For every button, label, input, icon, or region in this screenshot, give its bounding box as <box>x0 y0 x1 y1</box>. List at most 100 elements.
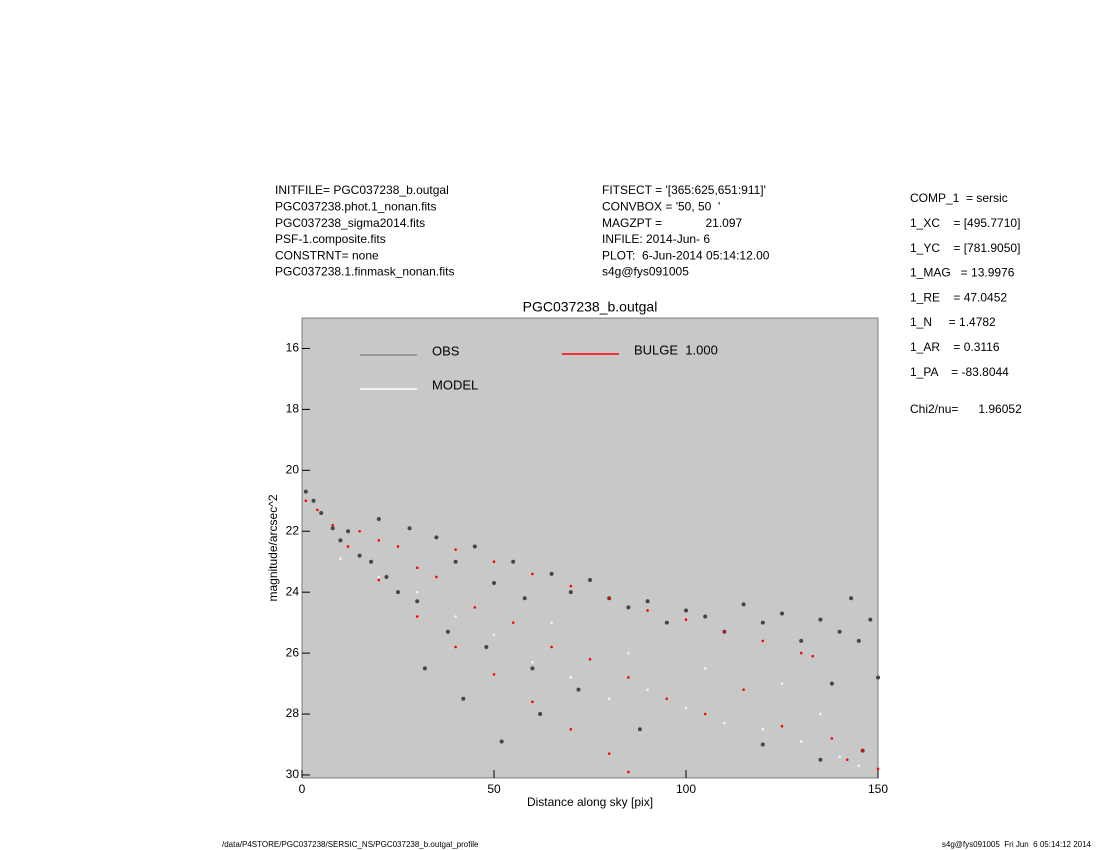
data-point <box>799 638 804 643</box>
data-point <box>568 590 573 595</box>
y-tick-label: 20 <box>286 462 300 476</box>
data-point <box>330 526 335 531</box>
data-point <box>576 687 581 692</box>
chart-title: PGC037238_b.outgal <box>523 299 658 315</box>
data-point <box>849 596 854 601</box>
data-point <box>511 559 516 564</box>
fit-summary: Chi2/nu= 1.96052 <box>910 402 1022 416</box>
data-point <box>627 770 630 774</box>
fit-param: 1_XC = [495.7710] <box>910 216 1020 230</box>
data-point <box>538 712 543 717</box>
data-point <box>511 621 515 624</box>
data-point <box>780 724 784 728</box>
data-point <box>492 673 496 676</box>
data-point <box>876 767 880 771</box>
data-point <box>684 706 688 710</box>
data-point <box>845 758 849 762</box>
data-point <box>684 618 688 621</box>
legend-label: OBS <box>432 343 460 358</box>
footer-right: s4g@fys091005 Fri Jun 6 05:14:12 2014 <box>942 840 1092 849</box>
data-point <box>499 739 504 744</box>
plot-area <box>301 317 879 779</box>
info-line: MAGZPT = 21.097 <box>602 216 742 230</box>
data-point <box>357 553 362 558</box>
y-tick-label: 28 <box>286 706 300 720</box>
data-point <box>415 615 419 618</box>
info-line: CONSTRNT= none <box>275 248 379 262</box>
data-point <box>646 688 649 691</box>
data-point <box>780 611 784 616</box>
data-point <box>346 545 350 548</box>
info-line: INFILE: 2014-Jun- 6 <box>602 232 710 246</box>
data-point <box>377 539 381 542</box>
data-point <box>742 688 745 691</box>
data-point <box>346 529 351 534</box>
data-point <box>626 605 631 610</box>
data-point <box>376 517 381 522</box>
data-point <box>868 617 873 622</box>
data-point <box>818 617 823 622</box>
data-point <box>761 639 765 643</box>
data-point <box>522 596 527 601</box>
data-point <box>492 581 496 586</box>
data-point <box>415 590 419 594</box>
data-point <box>407 526 412 531</box>
data-point <box>819 712 822 716</box>
data-point <box>829 681 834 686</box>
data-point <box>799 651 803 655</box>
data-point <box>549 571 554 576</box>
data-point <box>461 696 466 701</box>
info-line: PSF-1.composite.fits <box>275 232 386 246</box>
data-point <box>415 599 420 604</box>
info-line: s4g@fys091005 <box>602 265 689 279</box>
info-line: FITSECT = '[365:625,651:911]' <box>602 183 766 197</box>
fit-param: 1_YC = [781.9050] <box>910 241 1020 255</box>
data-point <box>484 645 489 650</box>
x-tick-label: 100 <box>676 782 696 796</box>
data-point <box>369 559 374 564</box>
data-point <box>303 489 308 494</box>
data-point <box>311 498 316 503</box>
data-point <box>741 602 746 607</box>
y-tick-label: 22 <box>286 523 300 537</box>
data-point <box>492 633 496 637</box>
data-point <box>358 529 361 533</box>
data-point <box>760 742 765 747</box>
legend-label: BULGE 1.000 <box>634 342 718 357</box>
info-line: PGC037238.phot.1_nonan.fits <box>275 199 436 213</box>
footer-left: /data/P4STORE/PGC037238/SERSIC_NS/PGC037… <box>222 840 479 849</box>
data-point <box>780 682 784 685</box>
info-line: INITFILE= PGC037238_b.outgal <box>275 183 449 197</box>
data-point <box>799 740 803 743</box>
data-point <box>377 575 381 579</box>
data-point <box>415 566 419 570</box>
y-tick-label: 26 <box>286 645 300 659</box>
data-point <box>588 577 592 582</box>
data-point <box>856 638 861 643</box>
y-tick-label: 18 <box>286 402 300 416</box>
data-point <box>473 606 477 609</box>
data-point <box>723 721 726 725</box>
fit-param: COMP_1 = sersic <box>910 191 1008 205</box>
data-point <box>377 578 381 582</box>
data-point <box>588 657 592 661</box>
data-point <box>761 727 765 731</box>
info-line: CONVBOX = '50, 50 ' <box>602 199 720 213</box>
info-line: PLOT: 6-Jun-2014 05:14:12.00 <box>602 248 770 262</box>
data-point <box>316 508 319 512</box>
fit-param: 1_RE = 47.0452 <box>910 290 1007 304</box>
data-point <box>319 510 324 515</box>
data-point <box>665 697 669 701</box>
y-axis-label: magnitude/arcsec^2 <box>266 494 280 601</box>
data-point <box>646 609 649 612</box>
data-point <box>723 630 726 634</box>
data-point <box>627 676 630 679</box>
data-point <box>550 645 553 649</box>
data-point <box>422 666 427 671</box>
x-tick-label: 0 <box>299 782 306 796</box>
data-point <box>530 666 535 671</box>
data-point <box>472 544 477 549</box>
data-point <box>304 499 308 503</box>
data-point <box>338 538 343 543</box>
